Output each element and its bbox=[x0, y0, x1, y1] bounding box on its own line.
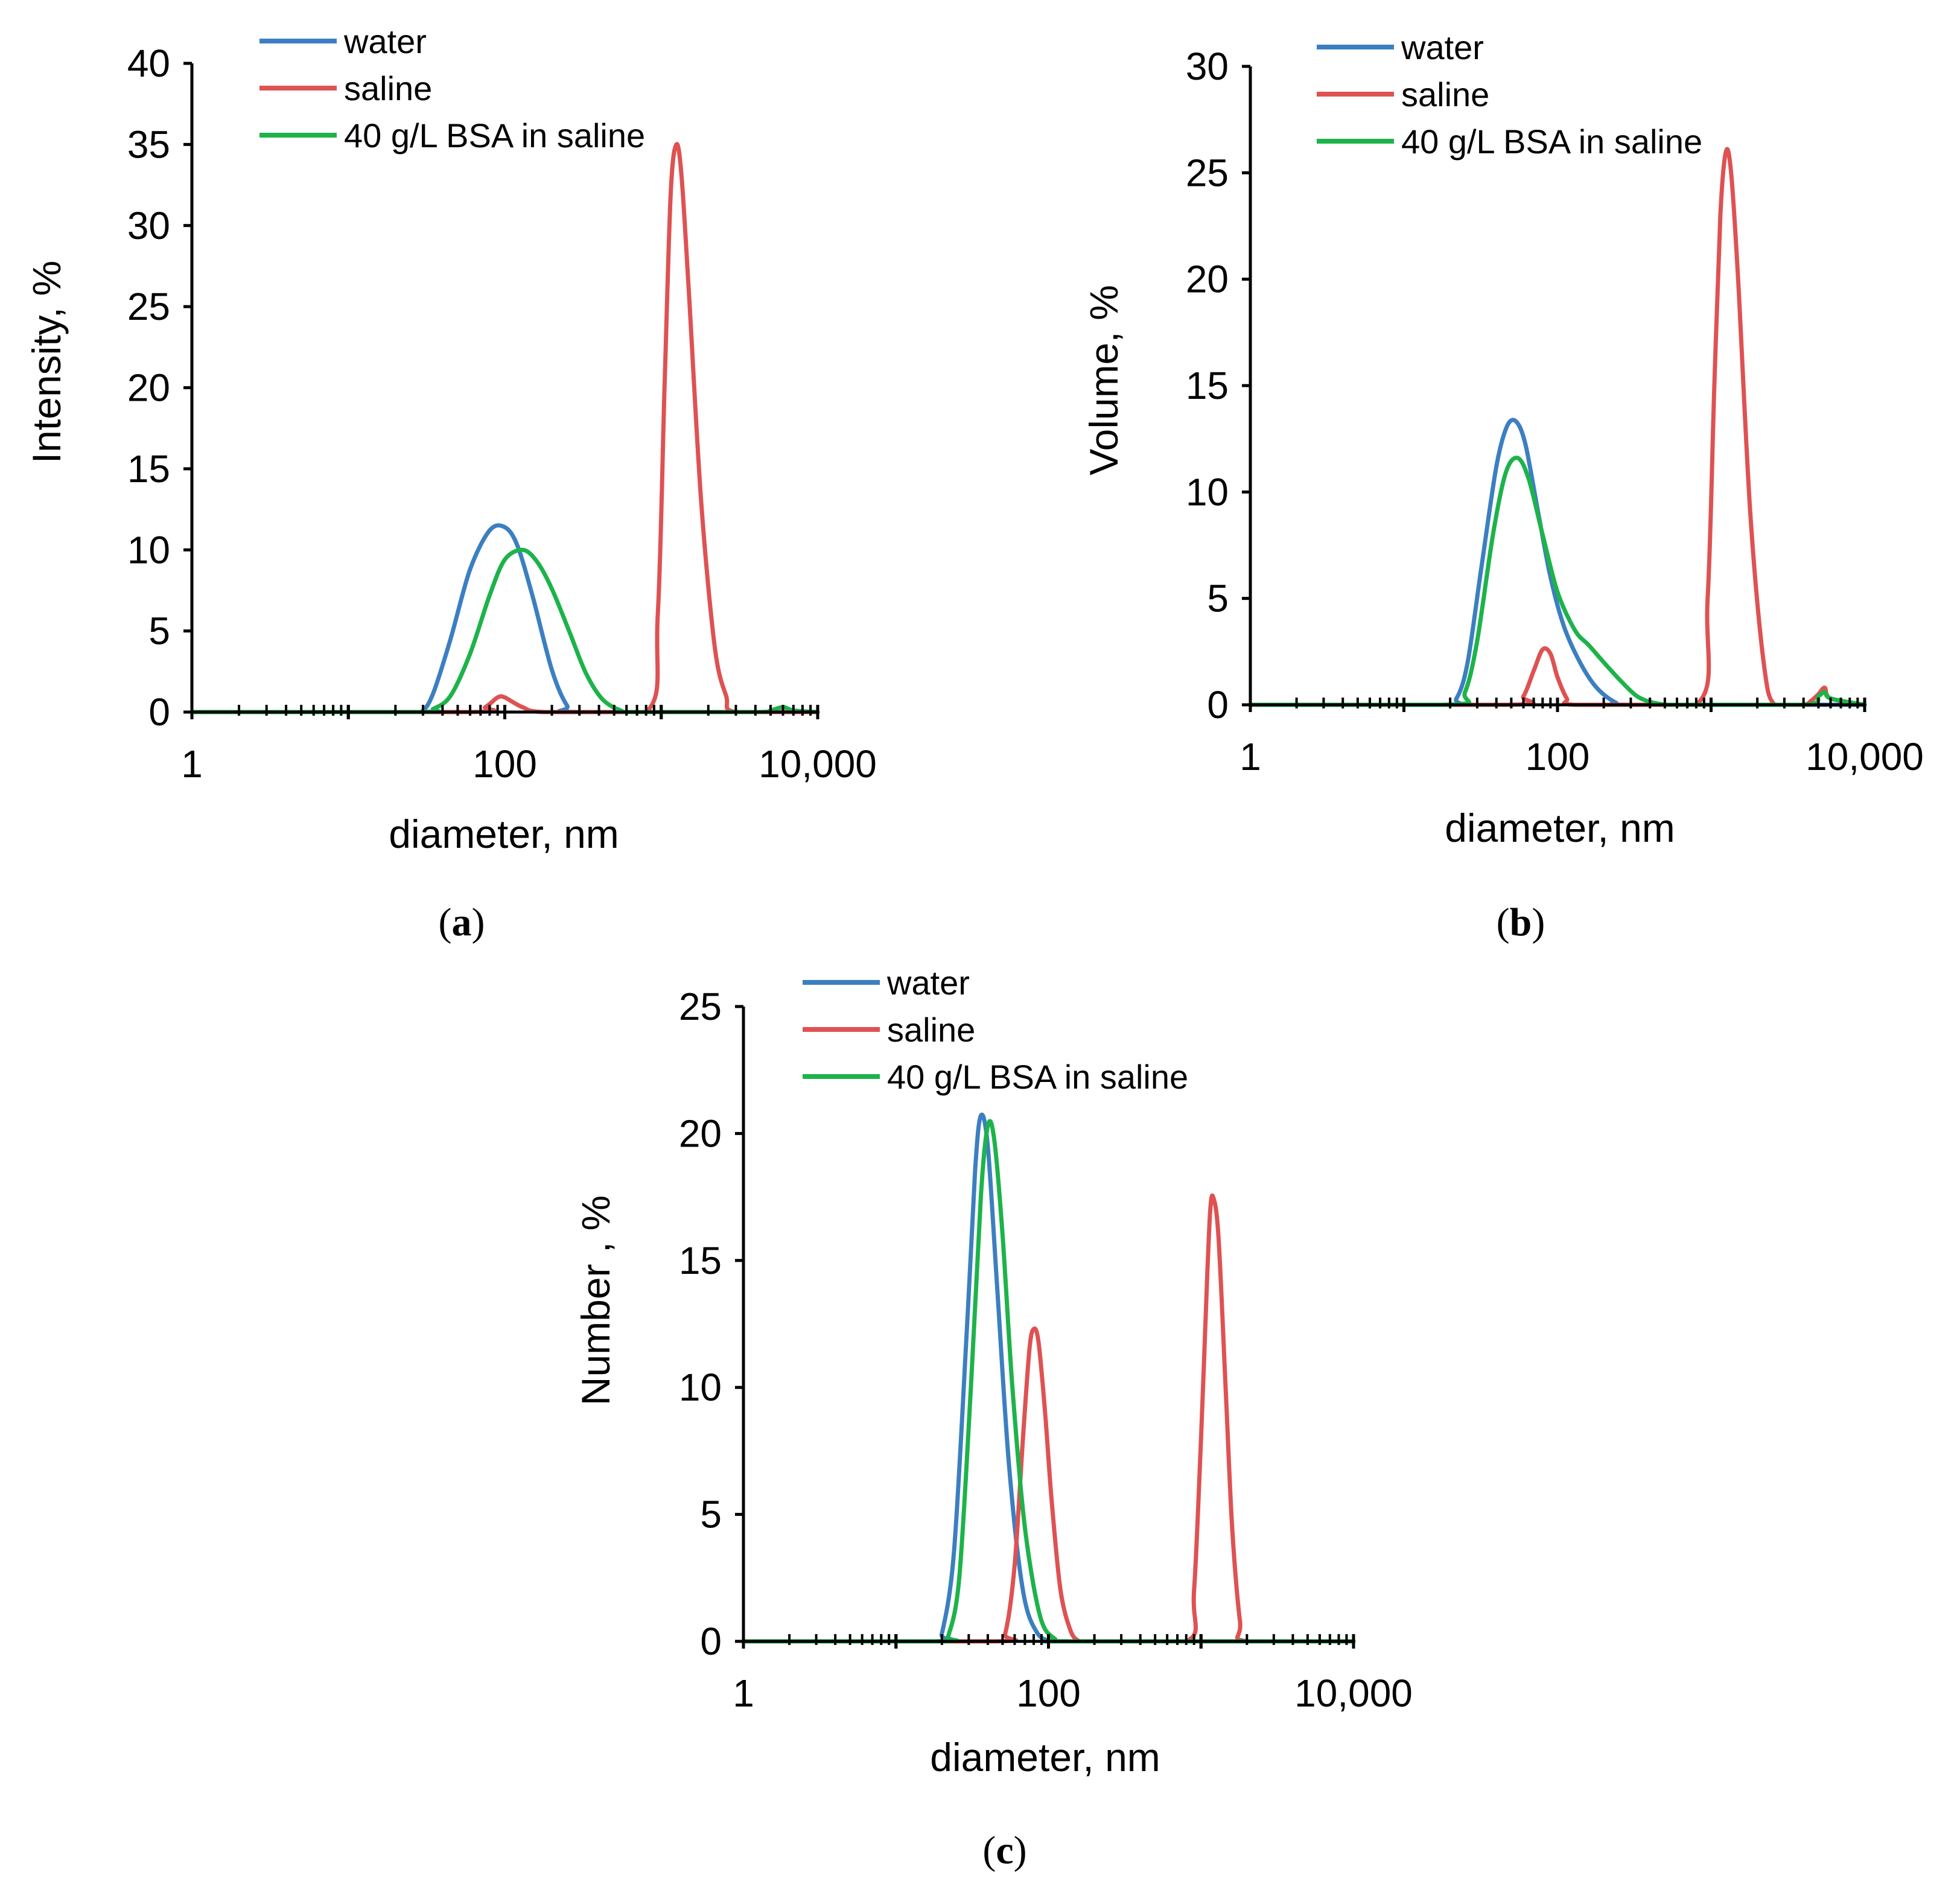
x-tick-label: 100 bbox=[472, 742, 537, 786]
chart-b-legend: water saline 40 g/L BSA in saline bbox=[1317, 28, 1702, 161]
chart-panel-b: 0 5 10 15 20 25 30 1 100 10,000 Volume, % diamet… bbox=[1081, 28, 1924, 944]
chart-a-y-ticks: 0 5 10 15 20 25 30 35 40 bbox=[127, 42, 192, 734]
legend-label-water: water bbox=[886, 964, 970, 1002]
chart-b-lines bbox=[1248, 147, 1867, 707]
y-tick-label: 5 bbox=[148, 609, 170, 653]
chart-b-y-ticks: 0 5 10 15 20 25 30 bbox=[1186, 45, 1250, 727]
chart-b-x-ticks: 1 100 10,000 bbox=[1239, 735, 1924, 778]
y-tick-label: 25 bbox=[1186, 151, 1229, 194]
y-tick-label: 40 bbox=[127, 42, 170, 85]
chart-a-lines bbox=[189, 142, 820, 714]
chart-b-ylabel: Volume, % bbox=[1081, 285, 1126, 476]
y-tick-label: 5 bbox=[700, 1493, 722, 1536]
chart-c-lines bbox=[741, 1112, 1356, 1644]
x-tick-label: 100 bbox=[1526, 735, 1590, 778]
y-tick-label: 25 bbox=[127, 285, 170, 328]
series-line-water bbox=[741, 1112, 1356, 1644]
panel-label-a: (a) bbox=[439, 900, 485, 944]
x-tick-label: 100 bbox=[1016, 1672, 1081, 1715]
chart-a-axes bbox=[190, 63, 819, 719]
x-tick-label: 10,000 bbox=[1294, 1672, 1413, 1715]
series-line-bsa bbox=[741, 1119, 1356, 1644]
chart-b-xlabel: diameter, nm bbox=[1445, 806, 1675, 850]
chart-a-xlabel: diameter, nm bbox=[389, 812, 619, 856]
x-tick-label: 10,000 bbox=[759, 742, 877, 786]
legend-label-saline: saline bbox=[887, 1011, 975, 1049]
legend-label-saline: saline bbox=[1401, 75, 1489, 113]
chart-c-xlabel: diameter, nm bbox=[930, 1735, 1160, 1780]
chart-c-legend: water saline 40 g/L BSA in saline bbox=[803, 964, 1188, 1096]
chart-panel-c: 0 5 10 15 20 25 1 100 10,000 Number , % diamete… bbox=[573, 964, 1413, 1872]
panel-label-c: (c) bbox=[982, 1828, 1026, 1872]
series-line-bsa bbox=[1248, 456, 1867, 707]
y-tick-label: 20 bbox=[1186, 258, 1229, 301]
y-tick-label: 35 bbox=[127, 122, 170, 166]
chart-c-y-ticks: 0 5 10 15 20 25 bbox=[679, 985, 743, 1663]
chart-b-axes bbox=[1249, 66, 1866, 712]
y-tick-label: 30 bbox=[127, 204, 170, 247]
legend-label-bsa: 40 g/L BSA in saline bbox=[344, 116, 645, 154]
legend-label-bsa: 40 g/L BSA in saline bbox=[887, 1058, 1188, 1096]
legend-label-water: water bbox=[1401, 28, 1484, 66]
y-tick-label: 30 bbox=[1186, 45, 1229, 88]
x-tick-label: 1 bbox=[733, 1672, 754, 1715]
legend-label-saline: saline bbox=[344, 69, 432, 107]
y-tick-label: 0 bbox=[700, 1620, 722, 1663]
y-tick-label: 5 bbox=[1207, 577, 1229, 620]
series-line-saline bbox=[741, 1193, 1356, 1644]
chart-a-ylabel: Intensity, % bbox=[24, 261, 69, 463]
y-tick-label: 20 bbox=[127, 366, 170, 410]
series-line-saline bbox=[189, 142, 820, 714]
y-tick-label: 10 bbox=[1186, 470, 1229, 514]
chart-a-legend: water saline 40 g/L BSA in saline bbox=[259, 22, 645, 154]
y-tick-label: 10 bbox=[679, 1366, 722, 1409]
y-tick-label: 0 bbox=[148, 690, 170, 734]
chart-a-x-ticks: 1 100 10,000 bbox=[181, 742, 877, 786]
series-line-water bbox=[1248, 418, 1867, 707]
y-tick-label: 20 bbox=[679, 1112, 722, 1155]
panel-label-b: (b) bbox=[1497, 900, 1545, 944]
x-tick-label: 1 bbox=[1239, 735, 1261, 778]
chart-c-x-ticks: 1 100 10,000 bbox=[733, 1672, 1413, 1715]
series-line-saline bbox=[1248, 147, 1867, 707]
legend-label-water: water bbox=[343, 22, 427, 60]
x-tick-label: 1 bbox=[181, 742, 203, 786]
chart-c-ylabel: Number , % bbox=[573, 1195, 618, 1405]
y-tick-label: 15 bbox=[679, 1239, 722, 1282]
y-tick-label: 10 bbox=[127, 528, 170, 571]
y-tick-label: 15 bbox=[1186, 364, 1229, 407]
y-tick-label: 25 bbox=[679, 985, 722, 1028]
chart-c-axes bbox=[742, 1007, 1355, 1649]
legend-label-bsa: 40 g/L BSA in saline bbox=[1401, 122, 1702, 161]
y-tick-label: 0 bbox=[1207, 683, 1229, 727]
chart-panel-a: 0 5 10 15 20 25 30 35 40 1 100 10,000 Intensity, %… bbox=[24, 22, 877, 944]
y-tick-label: 15 bbox=[127, 447, 170, 491]
x-tick-label: 10,000 bbox=[1806, 735, 1924, 778]
